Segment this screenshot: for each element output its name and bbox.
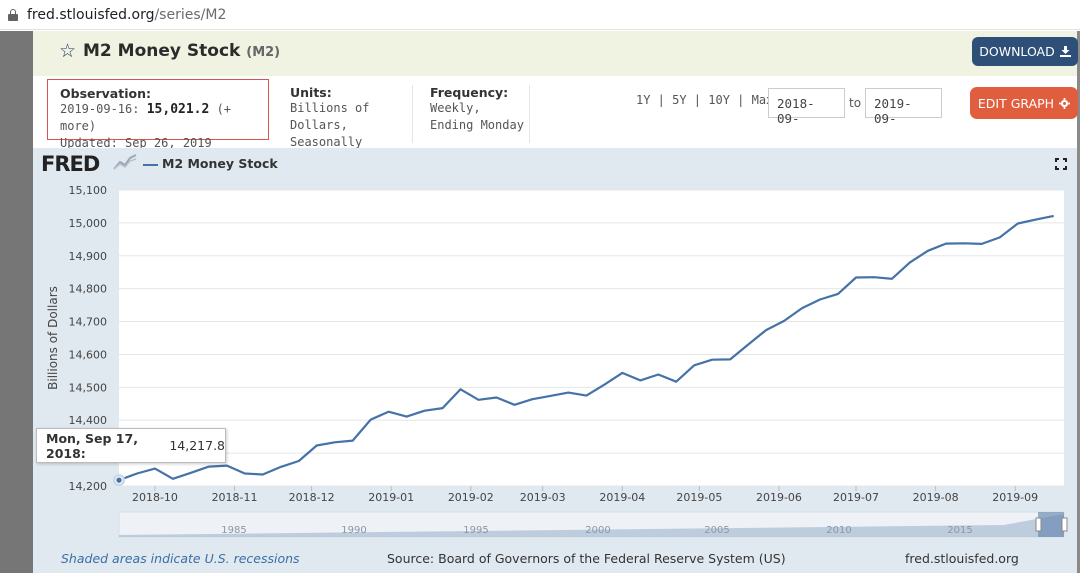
series-metadata: Observation: 2019-09-16: 15,021.2 (+ mor… bbox=[33, 76, 1078, 166]
download-icon bbox=[1059, 46, 1071, 57]
y-tick-label: 14,200 bbox=[69, 480, 108, 493]
observation-box: Observation: 2019-09-16: 15,021.2 (+ mor… bbox=[47, 79, 269, 150]
navigator-handle-right bbox=[1061, 517, 1068, 532]
x-tick-label: 2019-01 bbox=[368, 491, 414, 504]
hover-point bbox=[115, 476, 123, 484]
gear-icon bbox=[1059, 97, 1071, 109]
navigator-label: 1985 bbox=[221, 525, 246, 536]
url-text[interactable]: fred.stlouisfed.org/series/M2 bbox=[27, 7, 226, 23]
frequency-value-1: Weekly, bbox=[430, 101, 481, 115]
y-tick-label: 14,900 bbox=[69, 250, 108, 263]
frequency-label: Frequency: bbox=[430, 85, 509, 100]
fred-site-link[interactable]: fred.stlouisfed.org bbox=[905, 551, 1019, 566]
observation-line: 2019-09-16: 15,021.2 (+ more) bbox=[60, 101, 256, 135]
url-host: fred.stlouisfed.org bbox=[27, 6, 155, 23]
observation-date: 2019-09-16: bbox=[60, 102, 140, 116]
y-tick-label: 15,100 bbox=[69, 184, 108, 197]
observation-value: 15,021.2 bbox=[146, 102, 210, 117]
m2-line-chart[interactable]: 14,20014,30014,40014,50014,60014,70014,8… bbox=[33, 148, 1077, 573]
x-tick-label: 2019-04 bbox=[599, 491, 645, 504]
x-tick-label: 2019-02 bbox=[448, 491, 494, 504]
scrollbar[interactable] bbox=[1077, 31, 1080, 573]
page-title: M2 Money Stock (M2) bbox=[83, 41, 280, 61]
navigator-label: 1995 bbox=[463, 525, 488, 536]
x-tick-label: 2019-03 bbox=[520, 491, 566, 504]
y-tick-label: 14,400 bbox=[69, 414, 108, 427]
fullscreen-icon[interactable] bbox=[1055, 158, 1067, 170]
date-to-input[interactable]: 2019-09- bbox=[865, 88, 942, 126]
legend-line-icon bbox=[143, 164, 158, 166]
y-tick-label: 15,000 bbox=[69, 217, 108, 230]
x-tick-label: 2018-10 bbox=[132, 491, 178, 504]
more-link[interactable]: (+ more) bbox=[60, 102, 232, 133]
x-tick-label: 2018-12 bbox=[289, 491, 335, 504]
series-id: (M2) bbox=[246, 45, 281, 60]
download-label: DOWNLOAD bbox=[979, 44, 1055, 59]
star-icon[interactable]: ☆ bbox=[59, 40, 77, 62]
chart-tooltip: Mon, Sep 17, 2018: 14,217.8 bbox=[36, 428, 226, 463]
x-tick-label: 2018-11 bbox=[212, 491, 258, 504]
to-label: to bbox=[849, 96, 862, 110]
graph-panel: FRED M2 Money Stock 14,20014,30014,40014… bbox=[33, 148, 1077, 573]
recession-note-link[interactable]: Shaded areas indicate U.S. recessions bbox=[61, 551, 300, 566]
frequency-value-2: Ending Monday bbox=[430, 118, 524, 132]
x-tick-label: 2019-07 bbox=[833, 491, 879, 504]
range-shortcuts[interactable]: 1Y | 5Y | 10Y | Max bbox=[636, 93, 774, 107]
address-bar[interactable]: fred.stlouisfed.org/series/M2 bbox=[0, 0, 1080, 30]
left-gutter bbox=[0, 31, 33, 573]
updated-date: Updated: Sep 26, 2019 bbox=[60, 136, 212, 150]
x-tick-label: 2019-06 bbox=[756, 491, 802, 504]
x-tick-label: 2019-09 bbox=[992, 491, 1038, 504]
navigator-handle-left bbox=[1035, 517, 1042, 532]
navigator-label: 2010 bbox=[826, 525, 851, 536]
y-axis-label: Billions of Dollars bbox=[46, 286, 60, 390]
url-path: /series/M2 bbox=[154, 6, 227, 23]
tooltip-value: 14,217.8 bbox=[169, 438, 225, 453]
series-title-text: M2 Money Stock bbox=[83, 41, 241, 61]
edit-graph-button[interactable]: EDIT GRAPH bbox=[970, 87, 1078, 119]
units-block: Units: Billions of Dollars, Seasonally A… bbox=[278, 85, 413, 166]
navigator-label: 2000 bbox=[585, 525, 610, 536]
navigator-label: 1990 bbox=[341, 525, 366, 536]
units-value-1: Billions of Dollars, bbox=[290, 101, 370, 132]
fred-logo-chart-icon bbox=[113, 154, 137, 170]
lock-icon bbox=[8, 8, 18, 21]
y-tick-label: 14,600 bbox=[69, 348, 108, 361]
y-tick-label: 14,800 bbox=[69, 283, 108, 296]
source-text: Source: Board of Governors of the Federa… bbox=[387, 551, 786, 566]
y-tick-label: 14,500 bbox=[69, 381, 108, 394]
x-tick-label: 2019-08 bbox=[913, 491, 959, 504]
date-from-input[interactable]: 2018-09- bbox=[768, 88, 845, 126]
edit-graph-label: EDIT GRAPH bbox=[977, 95, 1055, 111]
series-page: ☆ M2 Money Stock (M2) DOWNLOAD Observati… bbox=[33, 31, 1078, 573]
title-bar: ☆ M2 Money Stock (M2) DOWNLOAD bbox=[33, 31, 1078, 76]
x-tick-label: 2019-05 bbox=[676, 491, 722, 504]
y-tick-label: 14,700 bbox=[69, 316, 108, 329]
fred-logo: FRED bbox=[41, 152, 100, 176]
observation-label: Observation: bbox=[60, 86, 151, 101]
navigator-selection bbox=[1038, 512, 1064, 537]
series-line bbox=[118, 214, 1054, 482]
download-button[interactable]: DOWNLOAD bbox=[972, 37, 1078, 66]
units-label: Units: bbox=[290, 85, 332, 100]
navigator-label: 2005 bbox=[704, 525, 729, 536]
navigator-label: 2015 bbox=[947, 525, 972, 536]
tooltip-date: Mon, Sep 17, 2018: bbox=[46, 430, 138, 461]
legend-label: M2 Money Stock bbox=[162, 156, 278, 171]
frequency-block: Frequency: Weekly, Ending Monday bbox=[418, 85, 530, 143]
navigator-area bbox=[119, 514, 1064, 537]
plot-area bbox=[119, 190, 1064, 486]
